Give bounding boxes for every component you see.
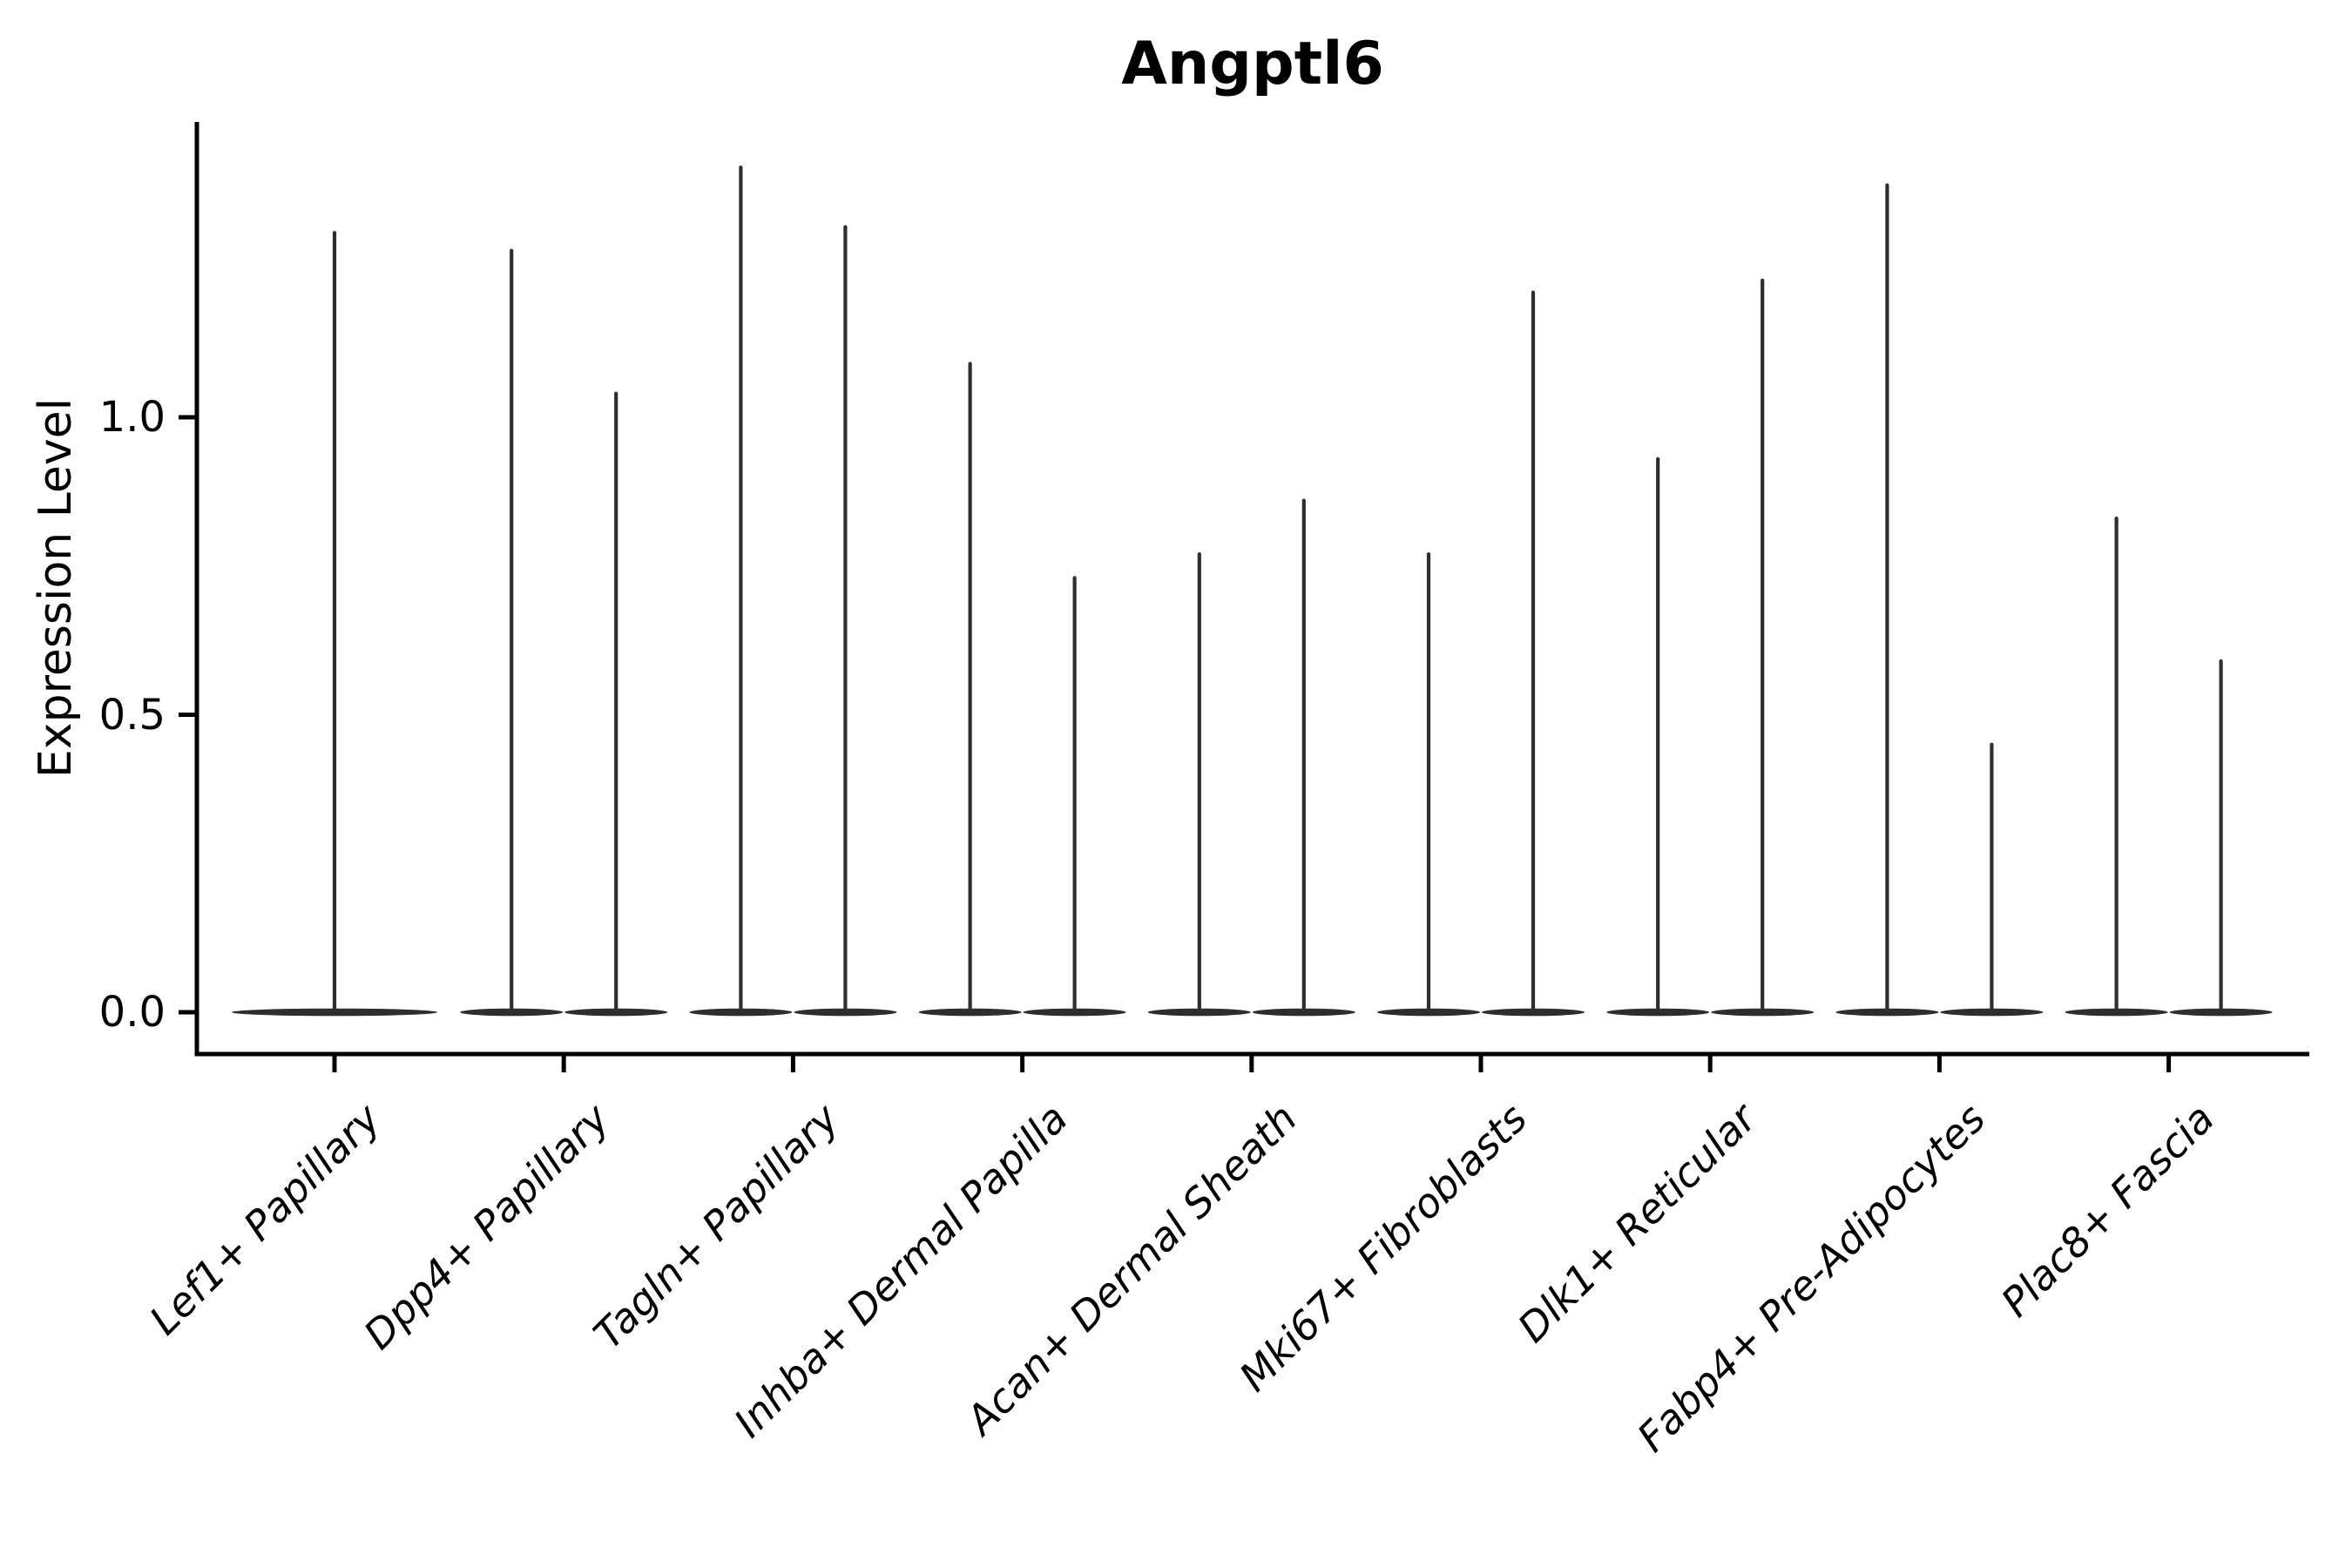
chart-title: Angptl6 [1121, 30, 1384, 98]
y-tick-label: 0.0 [98, 988, 166, 1037]
y-tick-label: 0.5 [98, 690, 166, 740]
y-tick-label: 1.0 [98, 393, 166, 442]
